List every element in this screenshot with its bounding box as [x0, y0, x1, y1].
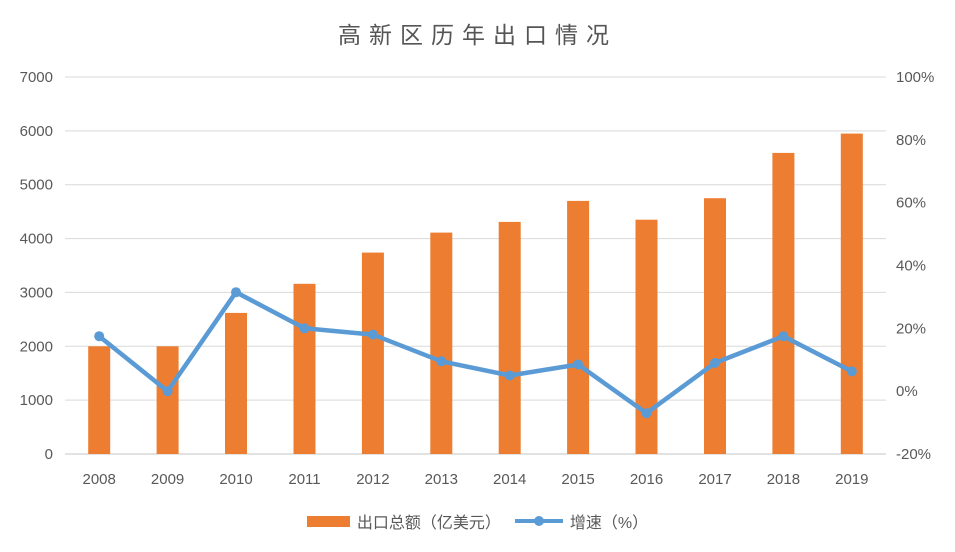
legend-item-growth-rate: 增速（%）: [514, 509, 649, 533]
left-axis-tick-label: 3000: [20, 284, 53, 301]
gridlines: [65, 76, 886, 455]
right-axis-tick-label: 80%: [896, 132, 926, 149]
line-marker-2014: [504, 370, 515, 381]
line-marker-2010: [231, 287, 241, 298]
legend-item-export-total: 出口总额（亿美元）: [306, 509, 501, 533]
line-marker-2009: [162, 386, 173, 397]
x-axis-labels: 2008 2009 2010 2011 2012 2013 2014 2015 2016 2017…: [83, 471, 869, 488]
line-marker-2017: [710, 357, 720, 368]
chart-title: 高新区历年出口情况: [338, 23, 617, 48]
line-marker-2015: [573, 359, 584, 370]
bar-2019: [840, 133, 863, 454]
left-axis-tick-label: 7000: [20, 69, 53, 86]
x-axis-tick-label: 2019: [835, 471, 868, 488]
bar-series-swatch-icon: [306, 515, 350, 527]
bar-2013: [430, 232, 453, 454]
bar-2012: [361, 252, 384, 454]
left-axis-tick-label: 5000: [20, 177, 53, 194]
x-axis-tick-label: 2016: [630, 471, 663, 488]
x-axis-tick-label: 2015: [561, 471, 594, 488]
legend-label-growth-rate: 增速（%）: [569, 515, 649, 532]
bar-2014: [498, 221, 521, 454]
x-axis-tick-label: 2010: [219, 471, 252, 488]
chart-legend: 出口总额（亿美元） 增速（%）: [0, 509, 955, 533]
x-axis-tick-label: 2012: [356, 471, 389, 488]
left-axis-tick-label: 1000: [20, 392, 53, 409]
bar-2008: [88, 346, 111, 454]
growth-line: [96, 289, 855, 416]
right-axis-labels: -20% 0% 20% 40% 60% 80% 100%: [896, 69, 934, 463]
right-axis-tick-label: 100%: [896, 69, 934, 86]
line-marker-2019: [846, 366, 857, 377]
bar-2018: [772, 152, 795, 454]
line-marker-2013: [436, 356, 447, 367]
line-marker-2016: [641, 408, 652, 419]
bar-2017: [704, 198, 726, 454]
left-axis-tick-label: 0: [45, 446, 53, 463]
x-axis-tick-label: 2014: [493, 471, 526, 488]
left-axis-tick-label: 2000: [20, 338, 53, 355]
x-axis-tick-label: 2009: [151, 471, 184, 488]
line-marker-2011: [299, 323, 310, 334]
line-series-swatch-icon: [514, 515, 563, 527]
bar-2010: [225, 312, 247, 454]
x-axis-tick-label: 2011: [288, 471, 320, 488]
left-axis-labels: 0 1000 2000 3000 4000 5000 6000 7000: [20, 69, 53, 463]
right-axis-tick-label: 20%: [896, 320, 926, 337]
x-axis-tick-label: 2008: [83, 471, 116, 488]
bar-2015: [567, 200, 590, 454]
line-marker-2018: [778, 331, 789, 342]
right-axis-tick-label: 60%: [896, 195, 926, 212]
left-axis-tick-label: 6000: [20, 123, 53, 140]
right-axis-tick-label: 0%: [896, 383, 918, 400]
x-axis-tick-label: 2013: [425, 471, 458, 488]
legend-label-export-total: 出口总额（亿美元）: [356, 515, 501, 532]
right-axis-tick-label: -20%: [896, 446, 931, 463]
line-marker-2012: [367, 329, 378, 340]
right-axis-tick-label: 40%: [896, 258, 926, 275]
x-axis-tick-label: 2018: [767, 471, 800, 488]
left-axis-tick-label: 4000: [20, 231, 53, 248]
bar-2009: [156, 346, 179, 454]
line-marker-2008: [94, 331, 105, 342]
bar-series: [88, 133, 863, 454]
x-axis-tick-label: 2017: [698, 471, 731, 488]
bar-2011: [293, 283, 316, 454]
line-series: [94, 287, 857, 419]
bar-2016: [635, 219, 658, 454]
